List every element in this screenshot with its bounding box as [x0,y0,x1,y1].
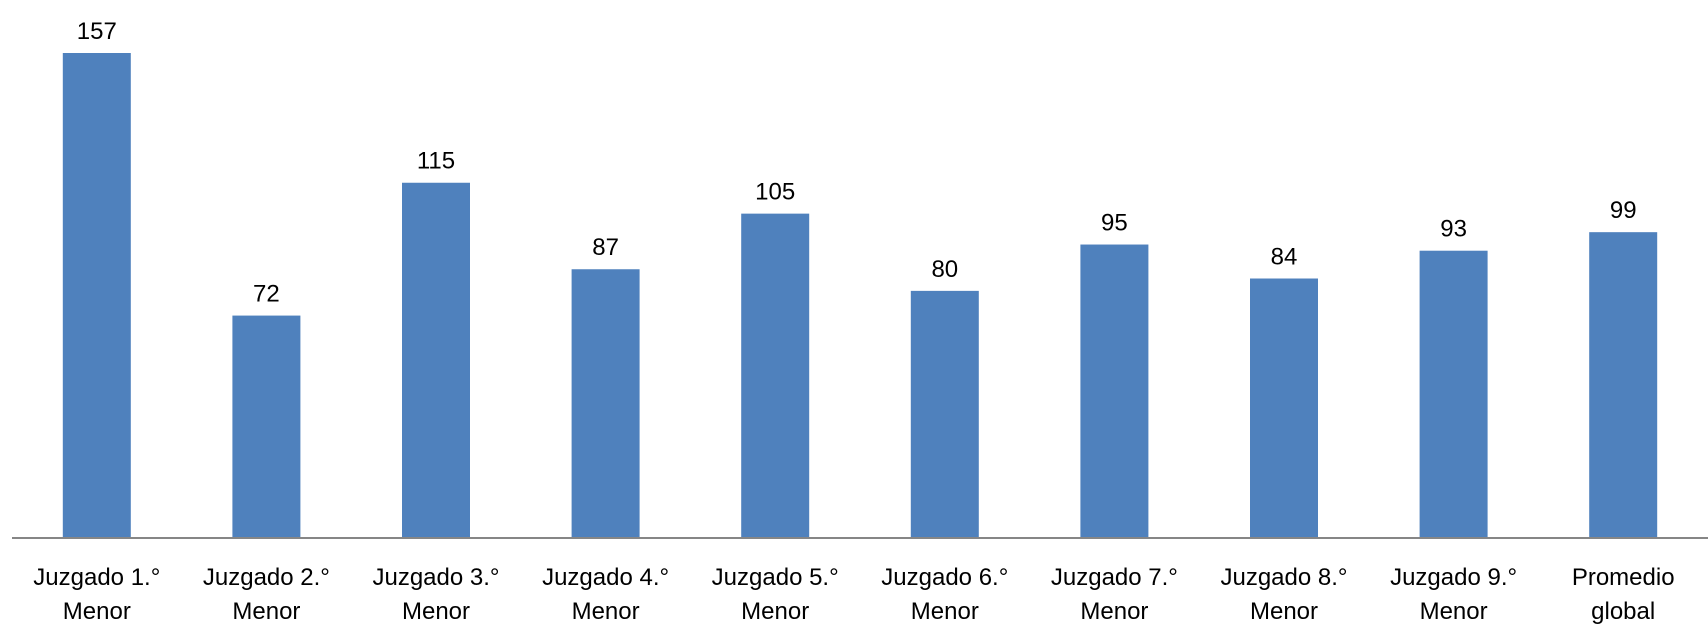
x-tick-label-line: Menor [1420,598,1488,625]
data-label-2: 72 [253,281,280,308]
x-tick-label-4: Juzgado 4.° Menor [542,564,669,625]
data-label-1: 157 [77,18,117,45]
data-label-8: 84 [1271,244,1298,271]
x-tick-label-line: Promedio [1572,564,1675,591]
bar-2 [232,315,301,538]
x-tick-label-line: global [1591,598,1655,625]
bar-9 [1419,250,1488,538]
x-tick-label-10: Promedio global [1572,564,1675,625]
x-tick-label-line: Menor [911,598,979,625]
data-label-9: 93 [1440,216,1467,243]
data-label-4: 87 [592,234,619,261]
x-tick-label-3: Juzgado 3.° Menor [372,564,499,625]
bars-group [62,53,1658,538]
x-tick-label-line: Juzgado 2.° [203,564,330,591]
bar-10 [1589,232,1658,538]
x-tick-label-line: Menor [1250,598,1318,625]
x-tick-label-7: Juzgado 7.° Menor [1051,564,1178,625]
bar-4 [571,269,640,538]
x-tick-label-line: Juzgado 6.° [881,564,1008,591]
x-tick-label-line: Menor [572,598,640,625]
data-label-6: 80 [931,256,958,283]
data-label-3: 115 [417,148,455,175]
bar-8 [1250,278,1318,538]
bar-6 [910,290,979,538]
data-label-7: 95 [1101,210,1128,237]
x-tick-label-line: Menor [1080,598,1148,625]
data-label-10: 99 [1610,197,1637,224]
bar-5 [741,213,810,538]
x-tick-label-line: Juzgado 9.° [1390,564,1517,591]
x-tick-label-line: Juzgado 8.° [1220,564,1347,591]
x-tick-label-line: Juzgado 7.° [1051,564,1178,591]
x-tick-label-9: Juzgado 9.° Menor [1390,564,1517,625]
x-tick-label-line: Juzgado 4.° [542,564,669,591]
data-label-5: 105 [755,179,795,206]
x-tick-label-8: Juzgado 8.° Menor [1220,564,1347,625]
bar-7 [1080,244,1149,538]
x-tick-label-6: Juzgado 6.° Menor [881,564,1008,625]
x-tick-label-line: Menor [63,598,131,625]
data-labels-group: 157 72 115 87 105 80 95 84 93 99 [77,18,1637,308]
bar-3 [402,182,470,538]
x-tick-label-1: Juzgado 1.° Menor [33,564,160,625]
x-tick-label-line: Juzgado 1.° [33,564,160,591]
x-tick-label-line: Menor [402,598,470,625]
x-tick-label-line: Menor [741,598,809,625]
x-tick-label-line: Juzgado 5.° [712,564,839,591]
x-tick-label-line: Juzgado 3.° [372,564,499,591]
x-tick-label-2: Juzgado 2.° Menor [203,564,330,625]
x-tick-label-5: Juzgado 5.° Menor [712,564,839,625]
bar-1 [62,53,131,538]
x-tick-label-line: Menor [232,598,300,625]
